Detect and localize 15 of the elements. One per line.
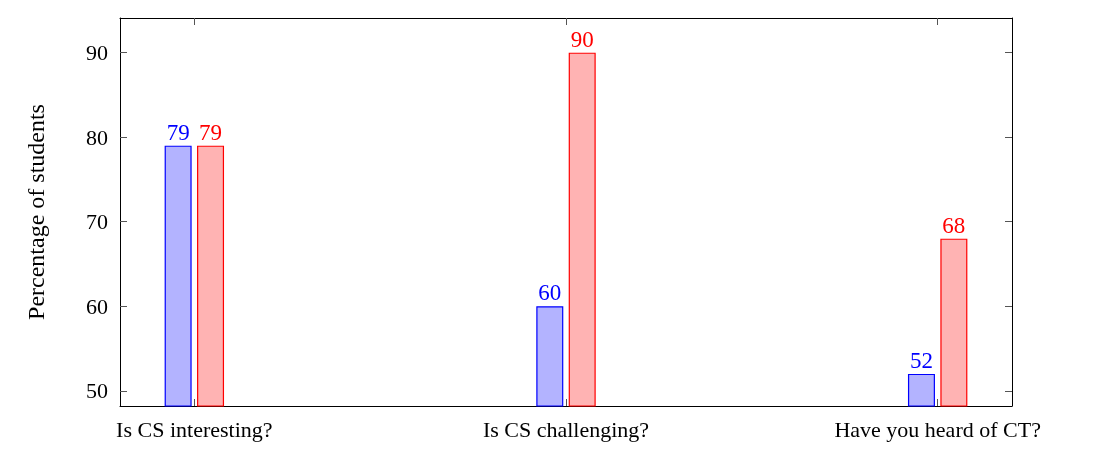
y-tick-label: 60 bbox=[86, 293, 108, 319]
data-label: 79 bbox=[166, 119, 190, 145]
x-tick-label: Is CS challenging? bbox=[482, 416, 650, 442]
data-label: 68 bbox=[942, 212, 966, 238]
y-axis-title: Percentage of students bbox=[23, 104, 49, 320]
x-tick-label: Have you heard of CT? bbox=[834, 416, 1041, 442]
data-label: 60 bbox=[538, 280, 562, 306]
data-label: 52 bbox=[909, 347, 933, 373]
y-tick-label: 50 bbox=[86, 378, 108, 404]
x-tick-label: Is CS interesting? bbox=[116, 416, 273, 442]
y-tick-label: 90 bbox=[86, 40, 108, 66]
y-tick-label: 70 bbox=[86, 209, 108, 235]
data-label: 90 bbox=[570, 26, 594, 52]
data-label: 79 bbox=[199, 119, 223, 145]
y-tick-label: 80 bbox=[86, 124, 108, 150]
